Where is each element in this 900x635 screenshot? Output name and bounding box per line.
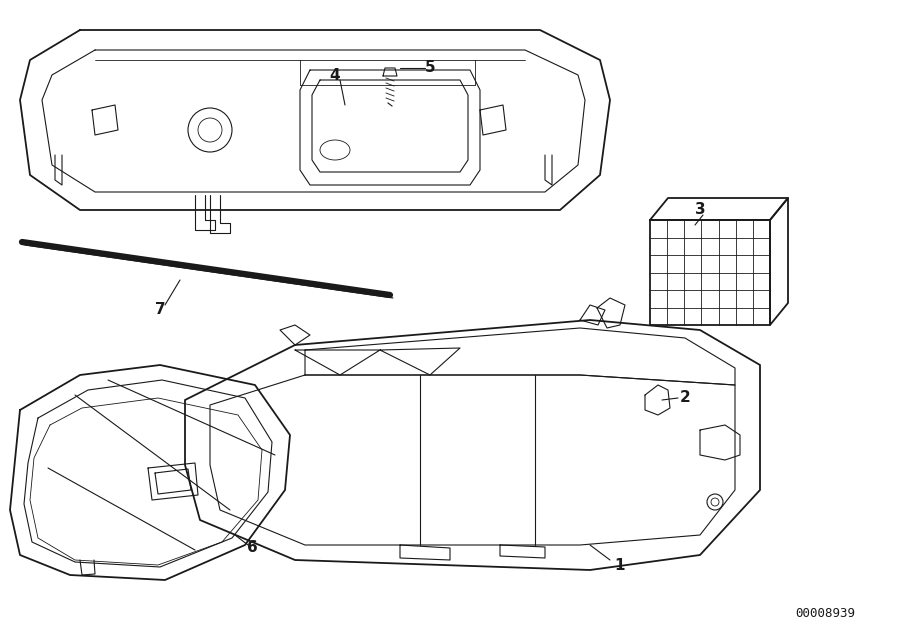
Text: 3: 3 [695,203,706,218]
Text: 4: 4 [329,67,340,83]
Text: 2: 2 [680,391,691,406]
Text: 1: 1 [615,558,626,573]
Text: 6: 6 [247,540,257,556]
Text: 5: 5 [425,60,436,76]
Text: 7: 7 [155,302,166,318]
Text: 00008939: 00008939 [795,607,855,620]
